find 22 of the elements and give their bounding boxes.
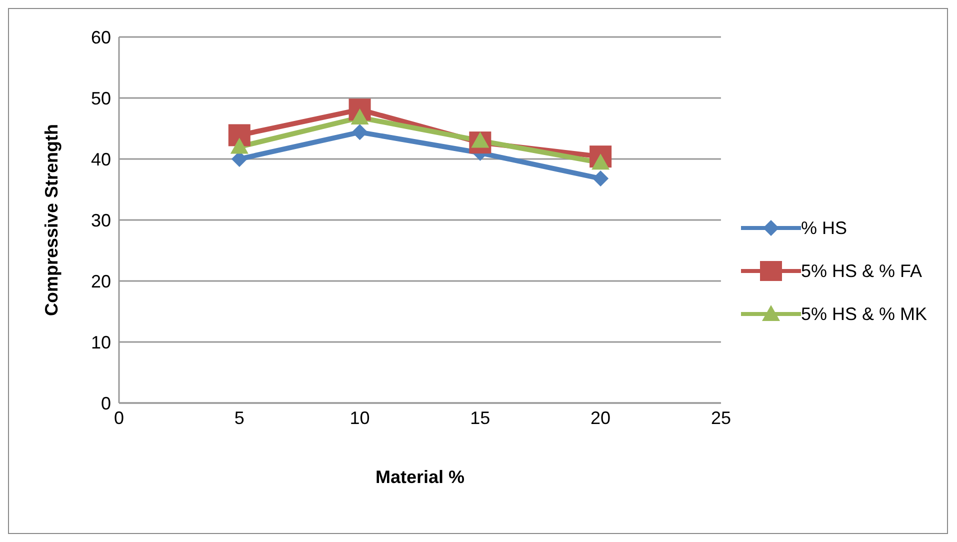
y-tick-label: 10 bbox=[90, 332, 111, 352]
x-tick-label: 25 bbox=[710, 408, 731, 428]
y-tick-label: 0 bbox=[100, 393, 111, 414]
y-tick-label: 30 bbox=[90, 210, 111, 230]
y-tick-label: 20 bbox=[90, 271, 111, 292]
y-tick-label: 40 bbox=[90, 149, 111, 170]
point bbox=[352, 124, 368, 140]
point bbox=[228, 124, 250, 146]
legend-label: 5% HS & % MK bbox=[800, 304, 927, 324]
point bbox=[592, 170, 609, 187]
y-tick-label: 50 bbox=[90, 88, 111, 108]
x-tick-label: 5 bbox=[234, 408, 244, 428]
y-axis-title: Compressive Strength bbox=[41, 124, 62, 316]
legend-label: 5% HS & % FA bbox=[800, 260, 922, 282]
x-tick-label: 20 bbox=[590, 408, 611, 428]
point bbox=[230, 138, 248, 154]
x-axis-title: Material % bbox=[375, 467, 464, 487]
x-tick-label: 15 bbox=[470, 408, 490, 428]
x-tick-label: 0 bbox=[114, 408, 124, 428]
legend-label: % HS bbox=[800, 218, 847, 238]
x-tick-label: 10 bbox=[350, 408, 370, 428]
y-tick-label: 60 bbox=[90, 27, 111, 48]
